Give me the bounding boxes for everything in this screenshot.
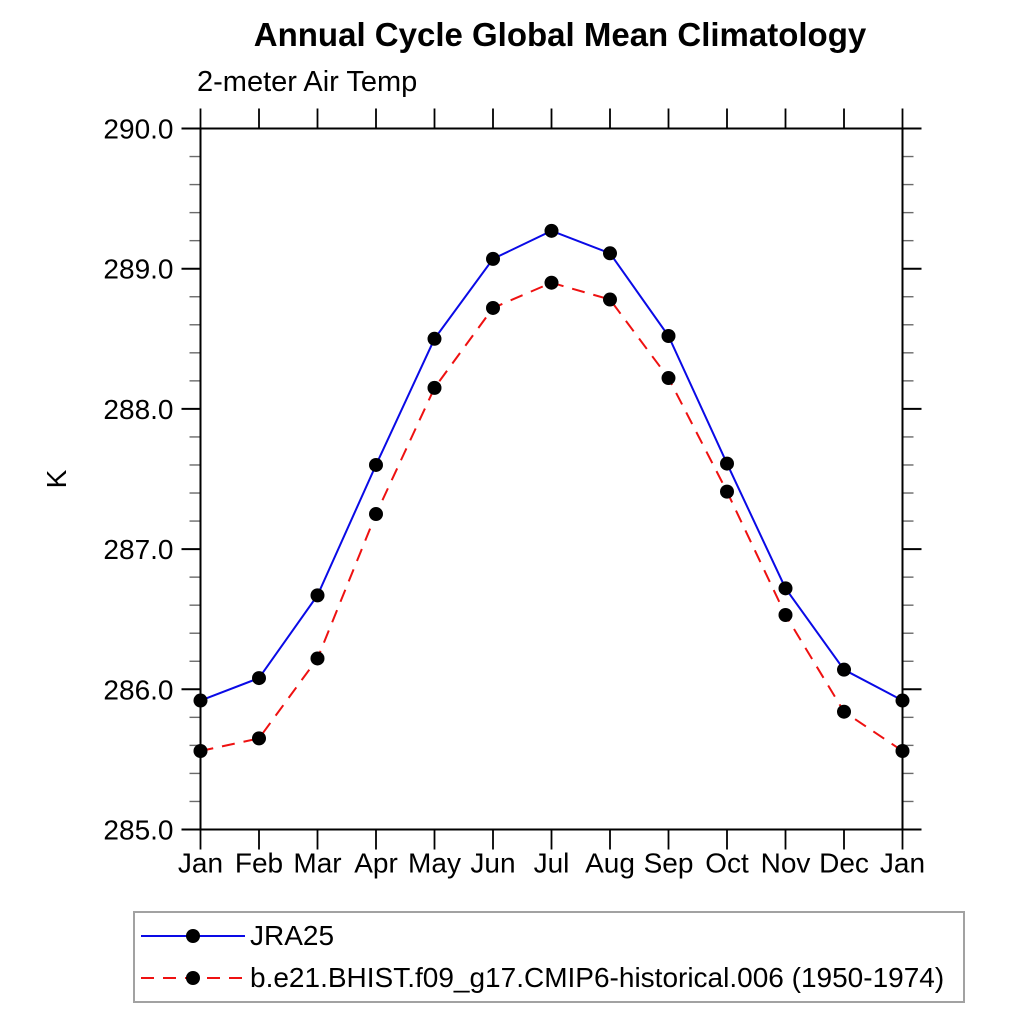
x-axis-tick-label: May xyxy=(408,848,461,879)
data-point-marker xyxy=(252,671,266,686)
legend-label-model: b.e21.BHIST.f09_g17.CMIP6-historical.006… xyxy=(250,962,945,994)
x-axis-tick-label: Jun xyxy=(470,848,515,879)
data-point-marker xyxy=(544,223,559,238)
data-point-marker xyxy=(427,331,442,346)
x-axis-tick-label: Jan xyxy=(880,848,925,879)
y-axis-tick-label: 290.0 xyxy=(103,114,173,145)
legend-label-jra25: JRA25 xyxy=(250,919,335,951)
series-line-0 xyxy=(200,229,903,702)
data-point-marker xyxy=(837,704,851,719)
legend-box: JRA25 b.e21.BHIST.f09_g17.CMIP6-historic… xyxy=(133,911,965,1003)
data-point-marker xyxy=(661,328,676,343)
data-point-marker xyxy=(778,607,793,622)
data-point-marker xyxy=(603,246,617,261)
y-axis-title: K xyxy=(41,469,72,488)
series-line-1 xyxy=(200,281,904,752)
x-axis-tick-label: Apr xyxy=(354,848,398,879)
x-axis-tick-label: Oct xyxy=(705,848,749,879)
plot-box xyxy=(199,127,904,831)
chart-subtitle: 2-meter Air Temp xyxy=(197,66,418,98)
data-point-marker xyxy=(544,275,559,290)
y-axis-tick-label: 288.0 xyxy=(103,394,173,425)
data-point-marker xyxy=(661,371,676,386)
data-point-marker xyxy=(369,507,383,522)
legend-marker-dot xyxy=(186,971,200,986)
data-point-marker xyxy=(720,484,734,499)
legend-sample-solid-line xyxy=(141,928,245,943)
x-axis-tick-label: Dec xyxy=(819,848,869,879)
y-axis-tick-label: 285.0 xyxy=(103,815,173,846)
legend-item-model: b.e21.BHIST.f09_g17.CMIP6-historical.006… xyxy=(141,958,963,998)
data-point-marker xyxy=(603,292,617,307)
data-point-marker xyxy=(193,693,208,708)
data-point-marker xyxy=(486,300,500,315)
y-axis-tick-label: 287.0 xyxy=(103,534,173,565)
data-point-marker xyxy=(895,693,910,708)
chart-title: Annual Cycle Global Mean Climatology xyxy=(253,16,867,53)
x-axis-tick-label: Nov xyxy=(761,848,811,879)
data-point-marker xyxy=(310,588,325,603)
data-point-marker xyxy=(310,651,325,666)
data-point-marker xyxy=(486,251,500,266)
legend-item-jra25: JRA25 xyxy=(141,916,963,956)
data-point-marker xyxy=(895,743,910,758)
legend-sample-dashed-line xyxy=(141,971,245,986)
x-axis-tick-label: Jan xyxy=(178,848,223,879)
data-point-marker xyxy=(778,581,793,596)
x-axis-tick-label: Mar xyxy=(293,848,341,879)
data-point-marker xyxy=(427,380,442,395)
x-axis-tick-label: Feb xyxy=(235,848,283,879)
x-axis-tick-label: Jul xyxy=(534,848,570,879)
x-axis-tick-label: Sep xyxy=(644,848,694,879)
data-point-marker xyxy=(252,731,266,746)
data-point-marker xyxy=(837,662,851,677)
data-point-marker xyxy=(720,456,734,471)
y-axis-tick-label: 289.0 xyxy=(103,254,173,285)
y-axis-tick-label: 286.0 xyxy=(103,674,173,705)
legend-marker-dot xyxy=(186,928,200,943)
data-point-marker xyxy=(369,457,383,472)
data-point-marker xyxy=(193,743,208,758)
x-axis-tick-label: Aug xyxy=(585,848,635,879)
